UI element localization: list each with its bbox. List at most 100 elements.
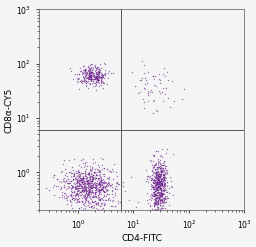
Point [159,165,163,169]
Point [158,167,162,171]
Point [98,174,102,178]
Point [101,86,105,90]
Point [77,175,81,179]
Point [79,80,83,84]
Point [158,183,163,187]
Point [87,185,91,189]
Point [100,75,104,79]
Point [107,192,111,196]
Point [80,82,84,85]
Point [162,176,166,180]
Point [108,184,112,188]
Point [93,199,97,203]
Point [94,74,98,78]
Point [91,83,95,87]
Point [156,185,161,189]
Point [107,69,111,73]
Point [95,76,99,80]
Point [97,189,101,193]
Point [158,186,163,190]
Point [162,173,166,177]
Point [96,200,100,204]
Point [64,178,68,182]
Point [91,194,95,198]
Point [157,174,161,178]
Point [164,190,168,194]
Point [76,188,80,192]
Point [158,198,163,202]
Point [87,188,91,192]
Point [99,75,103,79]
Point [84,73,89,77]
Point [93,190,97,194]
Point [156,180,160,184]
Point [57,195,61,199]
Point [86,79,90,83]
Point [156,169,160,173]
Point [150,183,154,186]
Point [151,190,155,194]
Point [99,81,103,84]
Point [59,185,63,188]
Point [101,186,105,190]
Point [129,175,133,179]
Point [144,78,148,82]
Point [153,187,157,191]
Point [93,192,97,196]
Point [159,176,163,180]
Point [156,202,160,206]
Point [151,170,155,174]
Point [110,199,114,203]
Point [80,200,84,204]
Point [92,203,96,206]
Point [159,182,163,186]
Point [160,198,164,202]
Point [90,175,94,179]
Point [83,185,88,189]
Point [163,164,167,168]
Point [153,207,157,211]
Point [83,180,87,184]
Point [61,183,66,187]
Point [160,168,164,172]
Point [152,185,156,188]
Point [74,186,78,190]
Point [69,69,73,73]
Point [100,167,104,171]
Point [158,158,162,162]
Point [75,186,79,190]
Point [86,192,90,196]
Point [90,181,94,185]
Point [79,183,83,187]
Point [84,189,88,193]
Point [163,183,167,187]
Point [90,179,94,183]
Point [76,188,80,192]
Point [100,182,104,186]
Point [99,175,103,179]
Point [82,76,87,80]
Point [86,204,90,207]
Point [77,200,81,204]
Point [154,186,158,190]
Point [64,179,68,183]
Point [91,161,95,165]
Point [75,183,79,187]
Point [83,174,88,178]
Point [154,183,158,187]
Point [166,79,170,82]
Point [156,178,160,182]
Point [89,184,93,188]
Point [156,176,160,180]
Point [80,79,84,82]
Point [79,181,83,185]
Point [80,199,84,203]
Point [79,178,83,182]
Point [172,99,176,103]
Point [156,180,160,184]
Point [157,175,162,179]
Point [98,180,102,184]
Point [89,192,93,196]
Point [95,78,100,82]
Point [168,184,173,188]
